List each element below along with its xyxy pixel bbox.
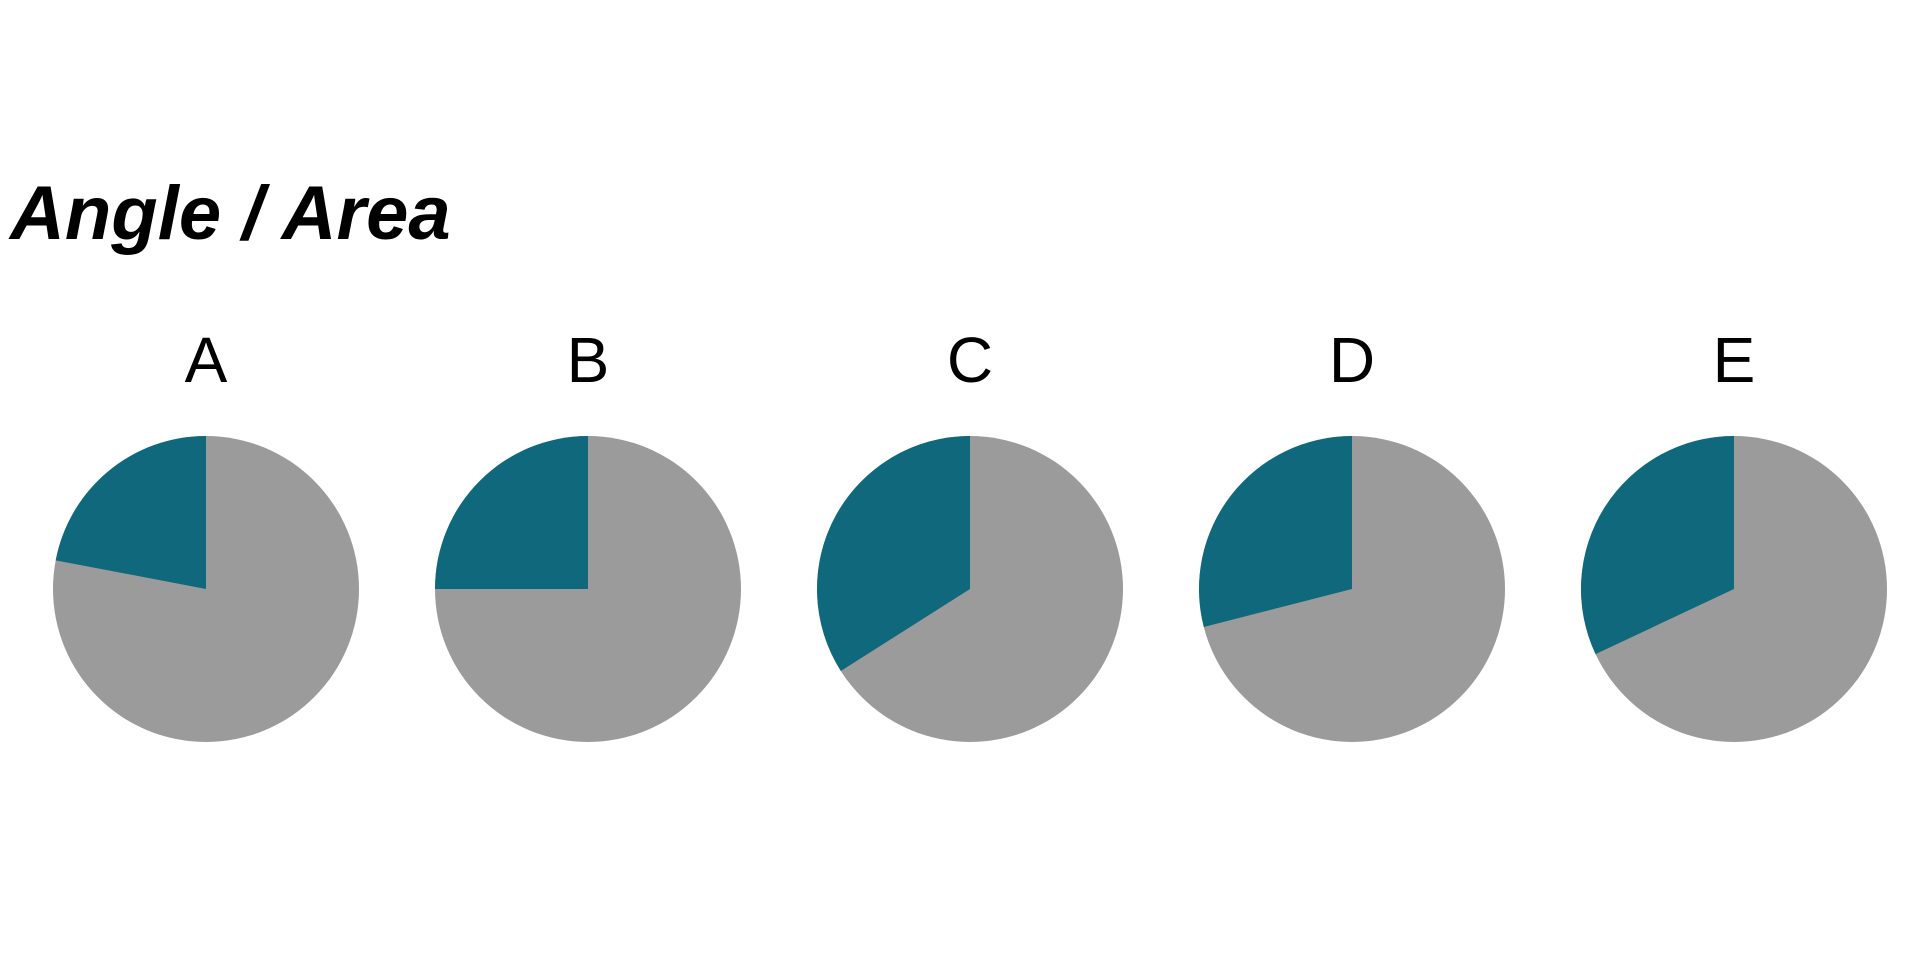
pie-label-a: A — [185, 324, 228, 396]
pie-highlight-slice-b — [435, 436, 588, 589]
pie-c: C — [817, 324, 1123, 742]
pie-label-c: C — [947, 324, 993, 396]
pie-label-b: B — [567, 324, 610, 396]
pie-highlight-slice-d — [1199, 436, 1352, 628]
pie-e: E — [1581, 324, 1887, 742]
pie-label-e: E — [1713, 324, 1756, 396]
pie-a: A — [53, 324, 359, 742]
pie-highlight-slice-c — [817, 436, 970, 671]
pie-highlight-slice-e — [1581, 436, 1734, 655]
pie-highlight-slice-a — [55, 436, 207, 589]
pie-label-d: D — [1329, 324, 1375, 396]
pie-b: B — [435, 324, 741, 742]
pie-d: D — [1199, 324, 1505, 742]
chart-title: Angle / Area — [10, 171, 451, 256]
